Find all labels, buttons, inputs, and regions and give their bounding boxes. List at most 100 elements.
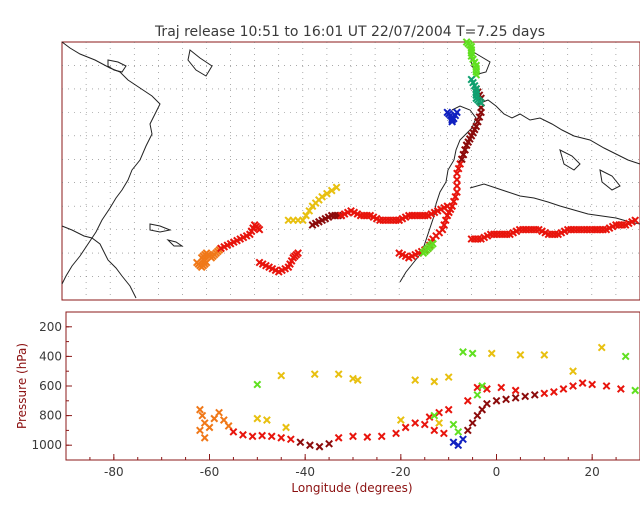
profile-point bbox=[559, 385, 568, 393]
island-greenland-tip bbox=[187, 49, 213, 77]
profile-point bbox=[430, 411, 439, 420]
map-point bbox=[302, 211, 310, 220]
profile-point bbox=[262, 416, 271, 424]
profile-point bbox=[449, 438, 458, 447]
profile-point bbox=[463, 426, 472, 435]
profile-point bbox=[459, 348, 467, 356]
profile-point bbox=[588, 380, 597, 389]
map-point bbox=[631, 216, 640, 225]
map-point bbox=[298, 216, 307, 225]
profile-point bbox=[315, 442, 324, 451]
map-trajectory-points bbox=[192, 38, 640, 276]
profile-trajectory-points bbox=[196, 343, 640, 451]
profile-point bbox=[483, 385, 491, 393]
x-tick-label: -20 bbox=[391, 465, 411, 479]
profile-point bbox=[420, 420, 429, 429]
profile-point bbox=[530, 390, 539, 399]
map-point bbox=[305, 206, 314, 215]
profile-point bbox=[353, 376, 362, 384]
profile-point bbox=[483, 399, 491, 408]
profile-point bbox=[396, 416, 405, 424]
y-tick-label: 600 bbox=[39, 379, 62, 393]
profile-point bbox=[224, 422, 233, 430]
island-caribbean-2 bbox=[166, 239, 184, 247]
profile-point bbox=[286, 435, 295, 444]
profile-point bbox=[540, 389, 549, 398]
x-tick-label: -60 bbox=[200, 465, 220, 479]
profile-point bbox=[277, 433, 286, 442]
profile-point bbox=[502, 395, 510, 404]
profile-point bbox=[277, 371, 286, 380]
y-axis-label: Pressure (hPa) bbox=[15, 343, 29, 429]
profile-point bbox=[616, 385, 625, 393]
map-frame bbox=[61, 41, 640, 301]
profile-point bbox=[435, 419, 444, 427]
profile-point bbox=[229, 427, 238, 436]
x-tick-label: -40 bbox=[295, 465, 315, 479]
profile-point bbox=[210, 414, 219, 423]
profile-point bbox=[196, 426, 204, 435]
profile-point bbox=[454, 427, 463, 436]
profile-point bbox=[459, 435, 467, 444]
profile-point bbox=[198, 411, 207, 420]
profile-point bbox=[492, 396, 501, 405]
profile-point bbox=[497, 383, 506, 392]
profile-point bbox=[597, 343, 606, 352]
island-caribbean-1 bbox=[149, 223, 172, 233]
island-italy-part bbox=[559, 149, 581, 171]
map-panel bbox=[61, 38, 640, 301]
map-point bbox=[453, 188, 461, 197]
profile-panel: -80 -60 -40 -20 0 20 200 400 600 800 1000 Longitud… bbox=[15, 311, 640, 495]
x-tick-label: 0 bbox=[493, 465, 501, 479]
profile-point bbox=[196, 405, 204, 414]
profile-point bbox=[334, 433, 343, 442]
island-newfoundland bbox=[107, 59, 127, 73]
profile-point bbox=[411, 419, 420, 427]
profile-point bbox=[463, 396, 472, 405]
profile-point bbox=[511, 386, 520, 395]
map-point bbox=[318, 192, 327, 201]
y-tick-label: 200 bbox=[39, 320, 62, 334]
profile-point bbox=[239, 430, 247, 439]
profile-point bbox=[521, 392, 530, 401]
profile-point bbox=[449, 420, 458, 429]
profile-point bbox=[549, 388, 558, 396]
map-point bbox=[453, 108, 461, 117]
profile-point bbox=[334, 370, 343, 379]
y-tick-label: 400 bbox=[39, 349, 62, 363]
profile-point bbox=[435, 408, 444, 417]
profile-point bbox=[478, 405, 487, 414]
map-point bbox=[332, 183, 341, 192]
profile-point bbox=[468, 419, 477, 427]
profile-point bbox=[248, 432, 257, 441]
profile-point bbox=[215, 408, 223, 417]
map-point bbox=[327, 186, 336, 195]
profile-point bbox=[401, 423, 410, 432]
profile-point bbox=[253, 414, 262, 423]
profile-point bbox=[487, 349, 496, 358]
chart-title: Traj release 10:51 to 16:01 UT 22/07/200… bbox=[154, 24, 545, 40]
profile-point bbox=[621, 352, 630, 361]
y-tick-label: 800 bbox=[39, 409, 62, 423]
gulf-coast bbox=[61, 225, 137, 299]
map-point bbox=[477, 99, 485, 107]
profile-point bbox=[602, 382, 611, 390]
profile-point bbox=[310, 370, 319, 379]
profile-point bbox=[253, 380, 262, 389]
profile-point bbox=[569, 367, 577, 376]
map-point bbox=[255, 225, 264, 234]
profile-point bbox=[430, 377, 439, 386]
map-point bbox=[294, 249, 302, 257]
profile-point bbox=[473, 411, 482, 420]
profile-point bbox=[200, 433, 209, 442]
profile-point bbox=[444, 405, 453, 414]
profile-point bbox=[569, 382, 577, 390]
profile-point bbox=[325, 439, 333, 448]
mediterranean-coast bbox=[469, 183, 640, 225]
profile-point bbox=[267, 432, 276, 441]
profile-point bbox=[219, 416, 228, 424]
y-tick-label: 1000 bbox=[31, 438, 62, 452]
x-tick-label: -80 bbox=[104, 465, 124, 479]
profile-point bbox=[205, 423, 214, 432]
